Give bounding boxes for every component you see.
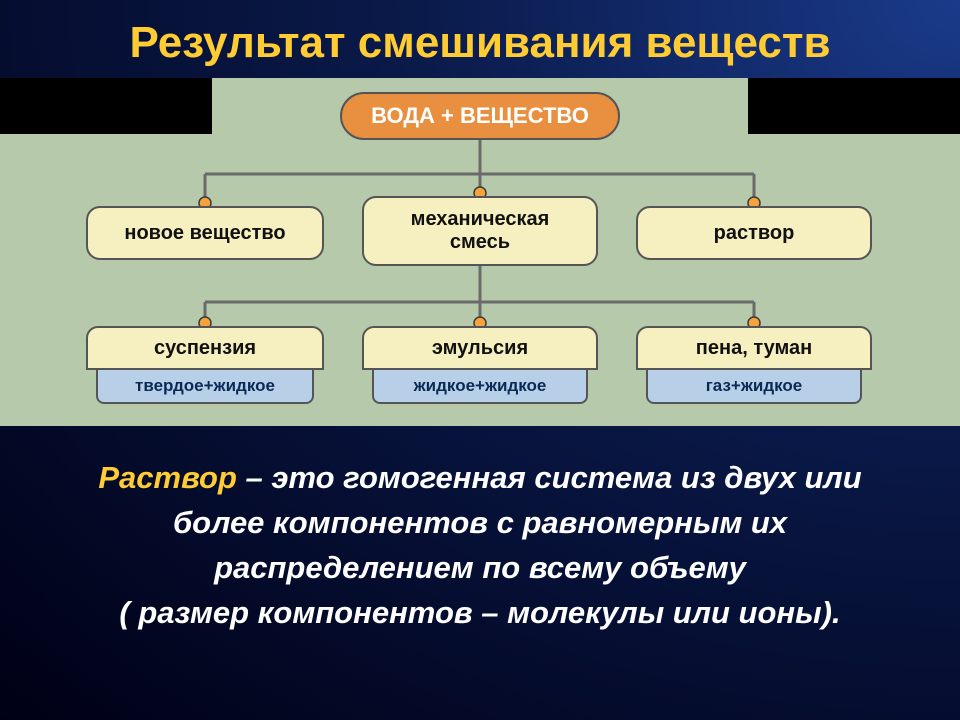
node-level3-1: эмульсия жидкое+жидкое xyxy=(362,326,598,404)
node-level3-2-bot: газ+жидкое xyxy=(646,370,862,404)
node-level2-2: раствор xyxy=(636,206,872,260)
definition-text: Раствор – это гомогенная система из двух… xyxy=(0,426,960,636)
node-level2-1: механическаясмесь xyxy=(362,196,598,266)
node-level2-0: новое вещество xyxy=(86,206,324,260)
node-level3-1-top: эмульсия xyxy=(362,326,598,370)
node-level3-1-bot: жидкое+жидкое xyxy=(372,370,588,404)
node-level3-2-top: пена, туман xyxy=(636,326,872,370)
definition-line4: ( размер компонентов – молекулы или ионы… xyxy=(119,595,840,630)
definition-line2: более компонентов с равномерным их xyxy=(173,505,787,540)
node-level3-2: пена, туман газ+жидкое xyxy=(636,326,872,404)
diagram-area: ВОДА + ВЕЩЕСТВО новое вещество механичес… xyxy=(0,78,960,426)
node-root: ВОДА + ВЕЩЕСТВО xyxy=(340,92,620,140)
definition-term: Раствор xyxy=(98,460,237,495)
definition-line3: распределением по всему объему xyxy=(214,550,746,585)
definition-line1: – это гомогенная система из двух или xyxy=(237,460,862,495)
node-level3-0-bot: твердое+жидкое xyxy=(96,370,314,404)
slide-title: Результат смешивания веществ xyxy=(0,0,960,78)
node-level3-0: суспензия твердое+жидкое xyxy=(86,326,324,404)
node-level3-0-top: суспензия xyxy=(86,326,324,370)
